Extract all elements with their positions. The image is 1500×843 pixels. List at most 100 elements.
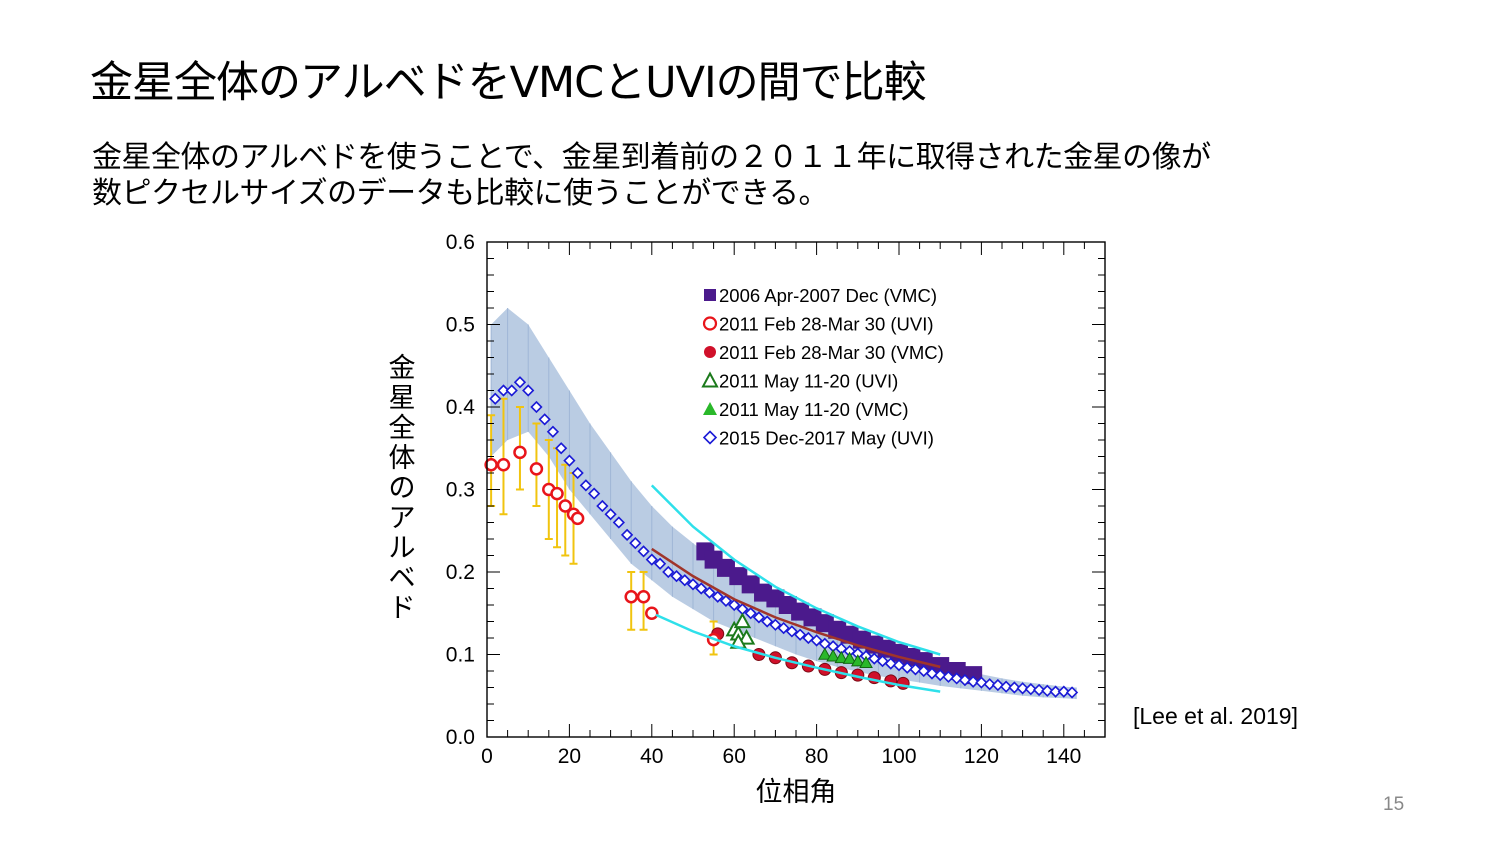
y-axis-label-char: ア (389, 503, 416, 534)
phase-albedo-chart: 0 20 40 60 80 100 120 140 0.0 0.1 0.2 0.3 0.4 0.5 0.6 位… (389, 231, 1106, 808)
uvi-2015-point (950, 672, 963, 685)
uvi-2015-point (1041, 684, 1054, 697)
uvi-2015-point (810, 634, 823, 647)
y-tick-label: 0.3 (446, 479, 475, 502)
uvi-2015-point (958, 673, 972, 687)
y-axis-label-char: ベ (389, 563, 416, 594)
uvi-2015-point (530, 400, 543, 414)
uvi-2015-point (1008, 681, 1021, 694)
uvi-2015-point (513, 376, 527, 389)
body-line-2: 数ピクセルサイズのデータも比較に使うことができる。 (92, 176, 828, 211)
uvi-2015-point (991, 678, 1005, 692)
legend-label: 2011 Feb 28-Mar 30 (UVI) (719, 314, 934, 335)
uvi-2015-point (489, 392, 502, 405)
uvi-2011-feb-point (496, 458, 511, 472)
uvi-2015-point (695, 582, 708, 595)
uvi-2015-point (752, 611, 766, 624)
x-tick-label: 100 (881, 745, 916, 768)
uvi-2015-point (620, 528, 634, 542)
uvi-2011-may-point (733, 612, 752, 629)
uvi-2011-feb-point (513, 445, 527, 460)
slide-title: 金星全体のアルベドをVMCとUVIの間で比較 (90, 58, 927, 108)
vmc-2011-may-point (834, 650, 849, 664)
envelope-fit-curve (650, 484, 941, 656)
vmc-2006-point (914, 652, 933, 671)
y-tick-label: 0.6 (446, 231, 475, 254)
uvi-2015-point (670, 569, 683, 583)
y-axis-label-char: の (389, 473, 416, 504)
y-tick-label: 0.2 (446, 561, 475, 584)
uvi-2015-point (505, 384, 518, 397)
legend-marker (704, 289, 716, 301)
uvi-2015-point (925, 667, 939, 680)
uvi-2015-point (703, 586, 716, 599)
uvi-2015-point (728, 598, 741, 612)
x-tick-label: 120 (964, 745, 999, 768)
legend-label: 2011 May 11-20 (UVI) (719, 371, 898, 392)
uvi-2015-point (769, 618, 782, 631)
legend-label: 2011 Feb 28-Mar 30 (VMC) (719, 342, 944, 363)
uvi-2015-point (612, 516, 625, 529)
uvi-2015-point (711, 590, 724, 603)
envelope-fit-curve (655, 613, 941, 693)
legend-label: 2011 May 11-20 (VMC) (719, 399, 909, 420)
uvi-2015-point (942, 670, 955, 683)
uvi-2015-point (999, 680, 1013, 693)
uvi-2015-point (901, 661, 914, 674)
uvi-2015-point (793, 628, 807, 641)
uvi-2015-point (1057, 685, 1070, 698)
legend-marker (701, 371, 719, 388)
legend-label: 2006 Apr-2007 Dec (VMC) (719, 285, 937, 306)
y-axis-label: 金星全体のアルベド (389, 353, 416, 624)
y-tick-label: 0.1 (446, 644, 475, 667)
y-axis-label-char: 全 (389, 413, 416, 444)
x-tick-label: 80 (805, 745, 828, 768)
vmc-2011-may-point (842, 651, 857, 664)
uvi-2011-feb-point (550, 486, 564, 501)
citation: [Lee et al. 2019] (1133, 703, 1298, 729)
y-tick-label: 0.5 (446, 314, 475, 337)
y-axis-label-char: 金 (389, 353, 416, 384)
x-tick-label: 40 (640, 745, 663, 768)
body-line-1: 金星全体のアルベドを使うことで、金星到着前の２０１１年に取得された金星の像が (92, 140, 1211, 175)
uvi-2015-point (1032, 683, 1046, 697)
uvi-2015-point (909, 663, 922, 676)
x-tick-label: 20 (558, 745, 581, 768)
uvi-2015-point (1065, 686, 1079, 699)
x-axis-label: 位相角 (756, 777, 837, 808)
uvi-2011-feb-point (570, 511, 585, 526)
uvi-2015-point (1016, 682, 1029, 695)
y-axis-label-char: ド (389, 593, 416, 624)
uvi-2015-point (662, 565, 675, 579)
uvi-2015-point (629, 536, 642, 550)
uvi-2015-point (983, 678, 996, 691)
uvi-2015-point (1049, 685, 1062, 698)
vmc-2011-may-point (817, 647, 832, 660)
uvi-2015-point (884, 657, 897, 670)
uvi-2015-point (645, 553, 658, 566)
uvi-2011-feb-point (645, 606, 659, 620)
x-tick-label: 140 (1046, 745, 1081, 768)
vmc-2011-may-point (850, 654, 865, 667)
legend-marker (704, 346, 716, 358)
uncertainty-band (491, 308, 1077, 700)
uvi-2015-point (777, 621, 790, 635)
uvi-2015-point (596, 499, 609, 513)
uvi-2015-point (1024, 683, 1037, 696)
uvi-2015-point (653, 557, 667, 570)
body-text: 金星全体のアルベドを使うことで、金星到着前の２０１１年に取得された金星の像が 数… (92, 140, 1211, 212)
uvi-2015-point (686, 578, 700, 591)
uvi-2011-feb-point (558, 499, 573, 513)
uvi-2015-point (522, 384, 535, 397)
uvi-2015-point (744, 607, 757, 620)
uvi-2015-point (761, 615, 774, 628)
uvi-2015-point (579, 479, 593, 492)
uvi-2015-point (934, 668, 947, 682)
y-axis-label-char: 星 (389, 383, 416, 414)
y-axis-label-char: 体 (389, 443, 416, 474)
uvi-2011-feb-point (636, 590, 651, 604)
y-tick-label: 0.4 (446, 396, 476, 419)
uvi-2015-point (785, 625, 799, 638)
page-number: 15 (1383, 794, 1405, 815)
uvi-2011-may-point (737, 628, 756, 645)
